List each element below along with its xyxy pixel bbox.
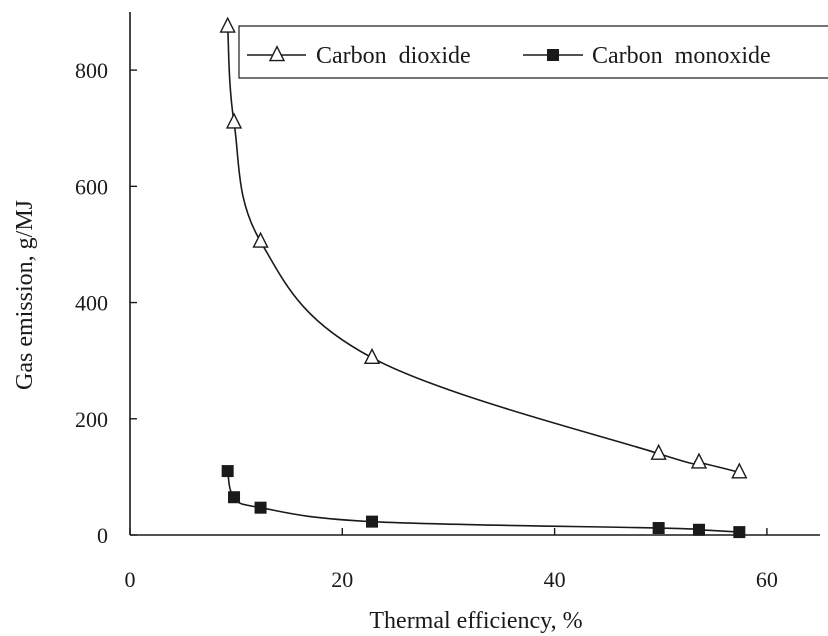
data-point-square — [366, 515, 379, 528]
x-axis-title: Thermal efficiency, % — [369, 608, 582, 634]
legend-square-marker — [547, 49, 559, 61]
y-axis-title: Gas emission, g/MJ — [12, 200, 38, 390]
data-point-square — [254, 501, 267, 514]
legend: Carbon dioxide Carbon monoxide — [238, 25, 828, 79]
y-tick-label: 400 — [75, 291, 108, 316]
y-tick-label: 200 — [75, 407, 108, 432]
data-point-triangle — [363, 347, 381, 365]
data-point-triangle — [252, 231, 269, 248]
plot-area: 0 20 40 60 0 200 400 600 800 — [75, 12, 820, 592]
x-tick-label: 60 — [756, 567, 778, 592]
data-point-triangle — [690, 452, 708, 469]
data-point-square — [221, 465, 234, 478]
series-carbon-dioxide — [219, 16, 748, 479]
legend-label-carbon-monoxide: Carbon monoxide — [592, 43, 771, 69]
legend-entry-carbon-dioxide: Carbon dioxide — [247, 43, 471, 69]
legend-square — [547, 49, 559, 61]
y-tick-label: 800 — [75, 58, 108, 83]
data-point-triangle — [731, 462, 748, 479]
data-point-square — [228, 491, 241, 504]
legend-label-carbon-dioxide: Carbon dioxide — [316, 43, 471, 69]
y-tick-label: 600 — [75, 174, 108, 199]
data-point-square — [733, 526, 746, 539]
x-tick-label: 20 — [331, 567, 353, 592]
y-tick-label: 0 — [97, 523, 108, 548]
data-point-square — [692, 523, 705, 536]
x-tick-label: 0 — [125, 567, 136, 592]
legend-entry-carbon-monoxide: Carbon monoxide — [523, 43, 771, 69]
x-ticks: 0 20 40 60 — [125, 528, 778, 592]
data-point-triangle — [219, 16, 236, 33]
y-ticks: 0 200 400 600 800 — [75, 58, 137, 548]
legend-triangle-marker — [268, 45, 286, 62]
legend-box — [238, 25, 828, 79]
data-point-square — [652, 522, 665, 535]
data-point-triangle — [650, 443, 667, 460]
series-layer — [219, 16, 748, 539]
series-line-carbon-dioxide — [226, 26, 740, 474]
series-carbon-monoxide — [221, 465, 746, 539]
x-tick-label: 40 — [544, 567, 566, 592]
data-point-triangle — [225, 112, 243, 129]
legend-triangle — [268, 45, 286, 62]
